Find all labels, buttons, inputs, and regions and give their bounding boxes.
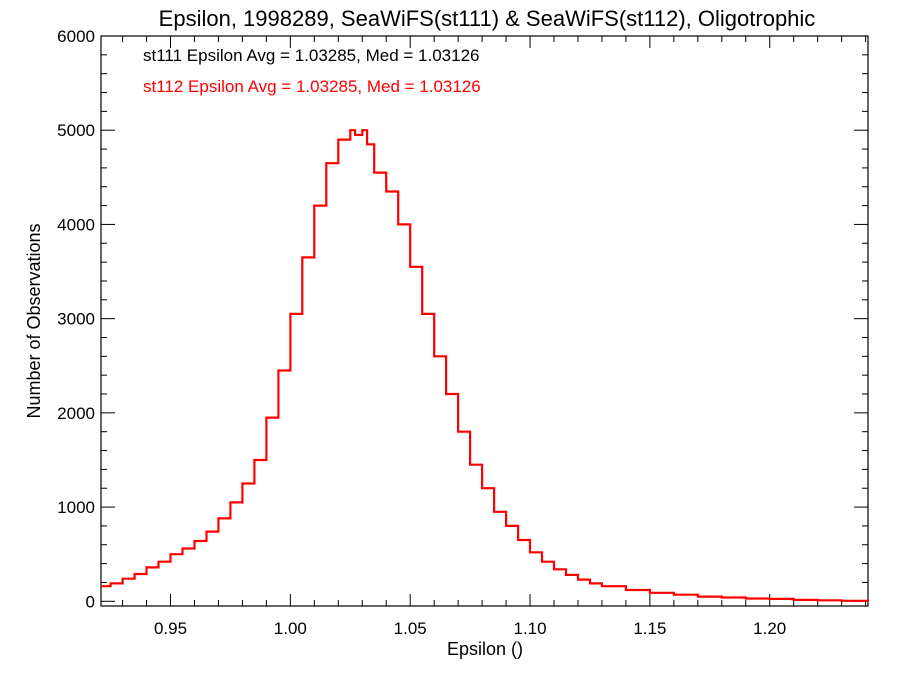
chart-title: Epsilon, 1998289, SeaWiFS(st111) & SeaWi… [159, 6, 816, 31]
y-tick-label: 0 [86, 592, 95, 611]
y-tick-labels: 0 1000 2000 3000 4000 5000 6000 [57, 27, 95, 611]
x-tick-label: 1.05 [394, 619, 427, 638]
axis-ticks [101, 35, 868, 606]
st112-stats-annotation: st112 Epsilon Avg = 1.03285, Med = 1.031… [143, 77, 481, 96]
x-axis-label: Epsilon () [447, 639, 523, 659]
x-tick-label: 1.00 [274, 619, 307, 638]
histogram-line-st112 [101, 129, 870, 602]
y-tick-label: 4000 [57, 215, 95, 234]
y-tick-label: 6000 [57, 27, 95, 46]
y-tick-label: 5000 [57, 121, 95, 140]
x-tick-label: 1.20 [753, 619, 786, 638]
x-tick-label: 1.10 [513, 619, 546, 638]
x-tick-label: 0.95 [154, 619, 187, 638]
y-axis-label: Number of Observations [24, 223, 44, 418]
y-tick-label: 2000 [57, 404, 95, 423]
x-tick-labels: 0.95 1.00 1.05 1.10 1.15 1.20 [154, 619, 786, 638]
x-tick-label: 1.15 [633, 619, 666, 638]
series-group [101, 129, 870, 602]
y-tick-label: 1000 [57, 498, 95, 517]
plot-frame [100, 35, 869, 607]
y-tick-label: 3000 [57, 310, 95, 329]
st111-stats-annotation: st111 Epsilon Avg = 1.03285, Med = 1.031… [143, 46, 479, 65]
